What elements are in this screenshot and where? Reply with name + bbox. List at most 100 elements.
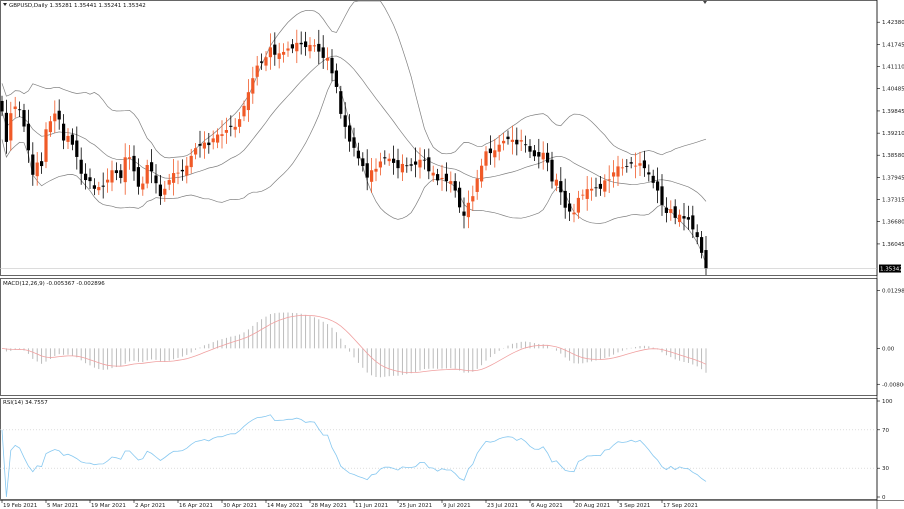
- candle-body: [475, 178, 479, 192]
- candle-body: [308, 44, 312, 52]
- candle-body: [198, 144, 202, 146]
- current-price-value: 1.35342: [880, 267, 903, 273]
- candle-body: [18, 109, 22, 111]
- candle-body: [136, 167, 140, 187]
- candle-body: [361, 158, 365, 167]
- candle-body: [440, 177, 444, 179]
- candle-body: [233, 126, 237, 130]
- candle-body: [524, 144, 528, 146]
- candle-body: [396, 160, 400, 169]
- candle-body: [268, 47, 272, 58]
- candle-body: [282, 51, 286, 55]
- candle-body: [686, 217, 690, 220]
- candle-body: [387, 158, 391, 162]
- candle-body: [207, 142, 211, 146]
- candle-body: [563, 190, 567, 208]
- panel-border: [0, 278, 878, 396]
- candle-body: [286, 48, 290, 51]
- candle-body: [616, 166, 620, 177]
- candle-body: [26, 123, 30, 151]
- candle-body: [510, 139, 514, 142]
- panel-border: [0, 0, 878, 276]
- date-tick-label: 28 May 2021: [311, 503, 347, 509]
- candle-body: [145, 165, 149, 184]
- candle-body: [488, 148, 492, 154]
- candle-body: [418, 159, 422, 168]
- candle-body: [176, 172, 180, 174]
- candle-body: [13, 106, 17, 109]
- candle-body: [572, 212, 576, 215]
- date-tick-label: 19 Mar 2021: [91, 503, 126, 509]
- rsi-tick-label: 100: [882, 399, 893, 405]
- macd-label: MACD(12,26,9) -0.005367 -0.002896: [3, 281, 105, 287]
- candle-body: [436, 174, 440, 181]
- candle-body: [163, 188, 167, 195]
- candle-body: [374, 168, 378, 172]
- candle-body: [330, 57, 334, 74]
- date-tick-label: 20 Aug 2021: [575, 503, 610, 509]
- candle-body: [651, 175, 655, 183]
- price-tick-label: 1.36045: [882, 242, 904, 248]
- candle-body: [449, 181, 453, 184]
- candle-body: [612, 172, 616, 177]
- candle-body: [0, 100, 4, 112]
- candle-body: [264, 57, 268, 66]
- date-axis: 19 Feb 2021 5 Mar 2021 19 Mar 2021 2 Apr 20…: [1, 500, 698, 509]
- date-tick-label: 11 Jun 2021: [355, 503, 388, 509]
- candle-body: [550, 159, 554, 182]
- date-tick-label: 17 Sep 2021: [663, 503, 698, 509]
- rsi-panel: 100 70 30 0: [0, 399, 893, 501]
- candle-body: [656, 181, 660, 191]
- candle-body: [242, 105, 246, 117]
- rsi-tick-label: 70: [882, 428, 889, 434]
- candle-body: [22, 110, 26, 127]
- candle-body: [700, 237, 704, 253]
- candle-body: [110, 170, 114, 183]
- candle-body: [691, 215, 695, 230]
- candle-body: [466, 202, 470, 218]
- candle-body: [392, 158, 396, 163]
- candle-body: [515, 139, 519, 145]
- candle-body: [383, 157, 387, 159]
- candle-body: [185, 165, 189, 176]
- candle-body: [581, 194, 585, 196]
- candle-body: [317, 43, 321, 52]
- candle-body: [31, 154, 35, 175]
- candle-body: [502, 140, 506, 144]
- candle-body: [554, 179, 558, 186]
- candle-body: [365, 163, 369, 178]
- candle-body: [40, 161, 44, 167]
- candle-body: [682, 216, 686, 219]
- candle-body: [312, 45, 316, 47]
- candle-body: [422, 159, 426, 161]
- candle-body: [660, 186, 664, 205]
- candle-body: [607, 179, 611, 181]
- candle-body: [409, 164, 413, 166]
- candle-body: [229, 125, 233, 127]
- price-tick-label: 1.41745: [882, 42, 904, 48]
- candle-body: [594, 187, 598, 189]
- candle-body: [251, 78, 255, 94]
- rsi-tick-label: 0: [882, 495, 886, 501]
- candle-body: [106, 179, 110, 183]
- candle-body: [180, 169, 184, 172]
- collapse-triangle-icon[interactable]: [3, 3, 7, 6]
- date-tick-label: 30 Apr 2021: [223, 503, 257, 509]
- candle-body: [458, 187, 462, 208]
- candle-body: [568, 203, 572, 212]
- scroll-marker-icon[interactable]: [703, 1, 707, 4]
- candle-body: [370, 170, 374, 182]
- candle-body: [189, 155, 193, 168]
- candle-body: [405, 165, 409, 167]
- candle-body: [497, 144, 501, 152]
- candle-body: [53, 113, 57, 122]
- date-tick-label: 2 Apr 2021: [135, 503, 166, 509]
- candle-body: [321, 47, 325, 58]
- candle-body: [528, 146, 532, 152]
- candle-body: [493, 150, 497, 158]
- candle-body: [625, 166, 629, 167]
- macd-tick-label: 0.012982: [882, 289, 904, 295]
